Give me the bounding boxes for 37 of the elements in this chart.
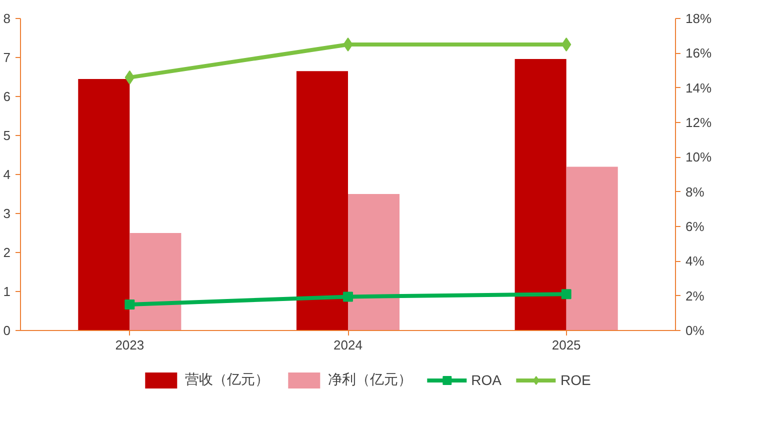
point: [561, 289, 572, 300]
bar: [130, 233, 182, 330]
point: [343, 38, 353, 52]
y-tick-label: 4: [3, 167, 11, 182]
bar: [514, 59, 566, 330]
y-tick-label: 5: [3, 128, 11, 143]
y-tick-label: 2: [3, 245, 11, 260]
legend-label: 净利（亿元）: [328, 370, 412, 388]
y-tick-label: 3: [3, 206, 11, 221]
y2-tick-label: 16%: [686, 46, 712, 61]
point: [562, 38, 572, 52]
y2-tick-label: 2%: [686, 288, 705, 304]
y-tick-label: 8: [3, 11, 11, 26]
point: [124, 300, 135, 310]
legend-label: ROE: [560, 372, 591, 388]
x-tick-label: 2024: [334, 338, 362, 352]
bar: [296, 71, 348, 330]
y2-tick-label: 4%: [686, 254, 705, 269]
y-tick-label: 6: [3, 89, 11, 104]
y2-tick-label: 12%: [686, 115, 712, 130]
point: [343, 292, 353, 302]
y2-tick-label: 6%: [686, 219, 705, 234]
bar: [566, 166, 618, 330]
y-tick-label: 1: [3, 284, 11, 299]
bar: [78, 78, 130, 330]
y2-tick-label: 10%: [686, 150, 712, 165]
legend-label: 营收（亿元）: [185, 370, 270, 388]
legend-label: ROA: [471, 372, 502, 388]
y2-tick-label: 0%: [686, 323, 705, 338]
y2-tick-label: 14%: [686, 80, 712, 96]
y-tick-label: 7: [3, 50, 11, 65]
x-tick-label: 2023: [115, 338, 144, 352]
x-tick-label: 2025: [552, 338, 581, 352]
y-tick-label: 0: [3, 323, 11, 338]
y2-tick-label: 18%: [686, 11, 712, 26]
y2-tick-label: 8%: [686, 184, 705, 200]
bar: [348, 194, 400, 330]
